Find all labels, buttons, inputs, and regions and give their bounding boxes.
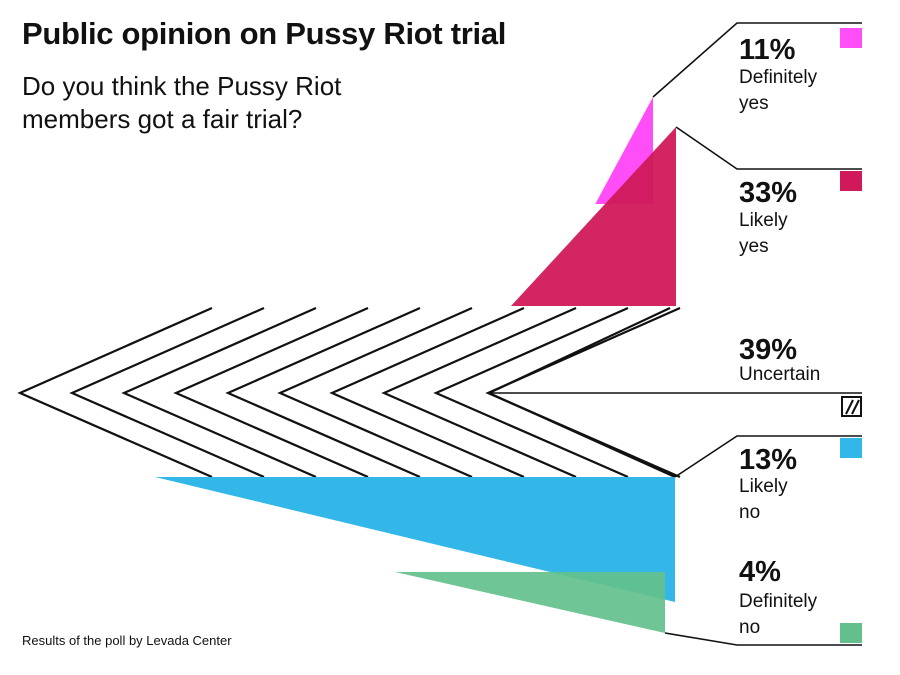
category-label-likely-no: Likely no — [739, 476, 788, 523]
chart-subtitle: Do you think the Pussy Riot members got … — [22, 71, 342, 134]
chevron-line — [69, 306, 265, 479]
wedge-uncertain — [17, 306, 681, 479]
chevron-line — [225, 306, 421, 479]
value-label-uncertain: 39% — [739, 334, 798, 366]
chevron-line — [17, 306, 213, 479]
chevron-line — [121, 306, 317, 479]
leader-line-4 — [664, 632, 862, 646]
leader-line-3 — [674, 435, 862, 478]
category-label-likely-yes: Likely yes — [739, 210, 788, 257]
swatch-likely-yes — [840, 171, 862, 191]
wedge-likely-yes — [511, 127, 676, 306]
leader-line-0 — [652, 22, 862, 98]
value-label-likely-no: 13% — [739, 444, 798, 476]
source-note: Results of the poll by Levada Center — [22, 633, 232, 648]
swatch-definitely-yes — [840, 28, 862, 48]
chevron-line — [381, 306, 577, 479]
chevron-line — [433, 306, 629, 479]
swatch-uncertain — [841, 396, 862, 417]
swatch-likely-no — [840, 438, 862, 458]
chevron-line — [173, 306, 369, 479]
chevron-line — [329, 306, 525, 479]
leader-line-1 — [675, 126, 862, 170]
chart-title: Public opinion on Pussy Riot trial — [22, 16, 507, 51]
swatch-definitely-no — [840, 623, 862, 643]
value-label-definitely-yes: 11% — [739, 34, 796, 66]
value-label-likely-yes: 33% — [739, 177, 798, 209]
wedge-likely-no — [155, 477, 675, 602]
wedge-definitely-no — [395, 572, 665, 633]
value-label-definitely-no: 4% — [739, 556, 781, 588]
category-label-definitely-no: Definitely no — [739, 591, 818, 638]
category-label-definitely-yes: Definitely yes — [739, 67, 818, 114]
category-label-uncertain: Uncertain — [739, 364, 821, 385]
chevron-line — [277, 306, 473, 479]
